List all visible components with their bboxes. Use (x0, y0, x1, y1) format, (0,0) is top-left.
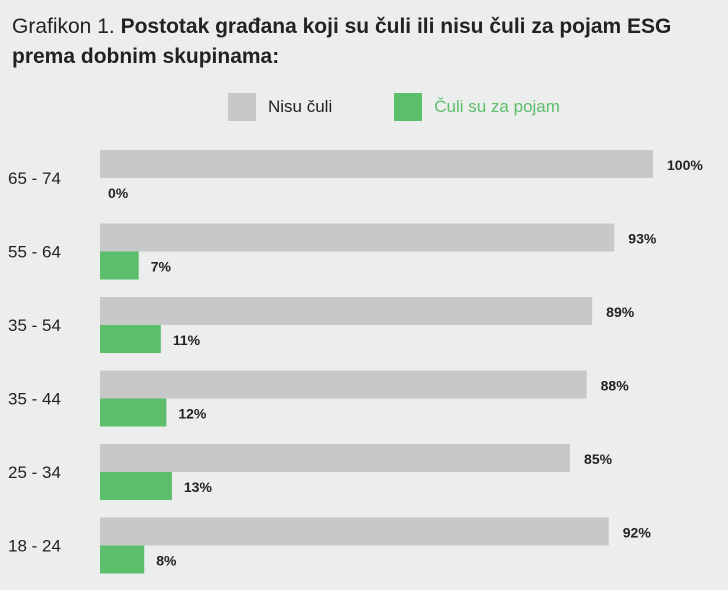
bar-culi (100, 251, 139, 280)
data-label-culi: 13% (184, 479, 213, 495)
bar-group: 35 - 54 89% 11% (8, 297, 635, 353)
bar-nisu-culi (100, 297, 593, 325)
chart-title-prefix: Grafikon 1. (12, 15, 115, 38)
category-label: 35 - 54 (8, 316, 61, 335)
bar-group: 18 - 24 92% 8% (8, 517, 652, 574)
data-label-culi: 12% (178, 406, 207, 422)
bar-group: 65 - 74 100% 0% (8, 150, 703, 201)
bar-culi (100, 472, 172, 500)
bar-group: 55 - 64 93% 7% (8, 223, 657, 280)
bar-culi (100, 398, 167, 427)
chart-title: Grafikon 1. Postotak građana koji su čul… (12, 12, 722, 72)
legend-item-nisu-culi: Nisu čuli (228, 93, 332, 121)
legend-swatch-culi (394, 93, 423, 121)
data-label-culi: 7% (151, 259, 172, 275)
category-label: 35 - 44 (8, 390, 61, 409)
bar-nisu-culi (100, 370, 587, 399)
bar-nisu-culi (100, 517, 609, 546)
data-label-culi: 0% (108, 185, 129, 201)
bar-culi (100, 545, 145, 574)
data-label-nisu-culi: 92% (623, 525, 652, 541)
category-label: 55 - 64 (8, 243, 61, 262)
bar-nisu-culi (100, 223, 615, 252)
chart-title-main: Postotak građana koji su čuli ili nisu č… (12, 15, 672, 68)
bar-culi (100, 325, 161, 353)
data-label-culi: 8% (156, 553, 177, 569)
data-label-nisu-culi: 93% (628, 231, 657, 247)
bar-nisu-culi (100, 150, 653, 178)
legend: Nisu čuli Čuli su za pojam (228, 92, 622, 122)
bar-nisu-culi (100, 444, 571, 472)
legend-label-nisu-culi: Nisu čuli (268, 97, 333, 116)
category-label: 65 - 74 (8, 169, 61, 188)
legend-swatch-nisu-culi (228, 93, 256, 121)
data-label-nisu-culi: 85% (584, 451, 613, 467)
category-label: 25 - 34 (8, 463, 61, 482)
data-label-nisu-culi: 89% (606, 304, 635, 320)
legend-item-culi: Čuli su za pojam (394, 93, 560, 121)
bar-group: 35 - 44 88% 12% (8, 370, 630, 427)
data-label-culi: 11% (173, 332, 201, 348)
data-label-nisu-culi: 100% (667, 157, 703, 173)
bar-group: 25 - 34 85% 13% (8, 444, 613, 500)
data-label-nisu-culi: 88% (601, 378, 630, 394)
category-label: 18 - 24 (8, 537, 61, 556)
legend-label-culi: Čuli su za pojam (434, 97, 560, 116)
